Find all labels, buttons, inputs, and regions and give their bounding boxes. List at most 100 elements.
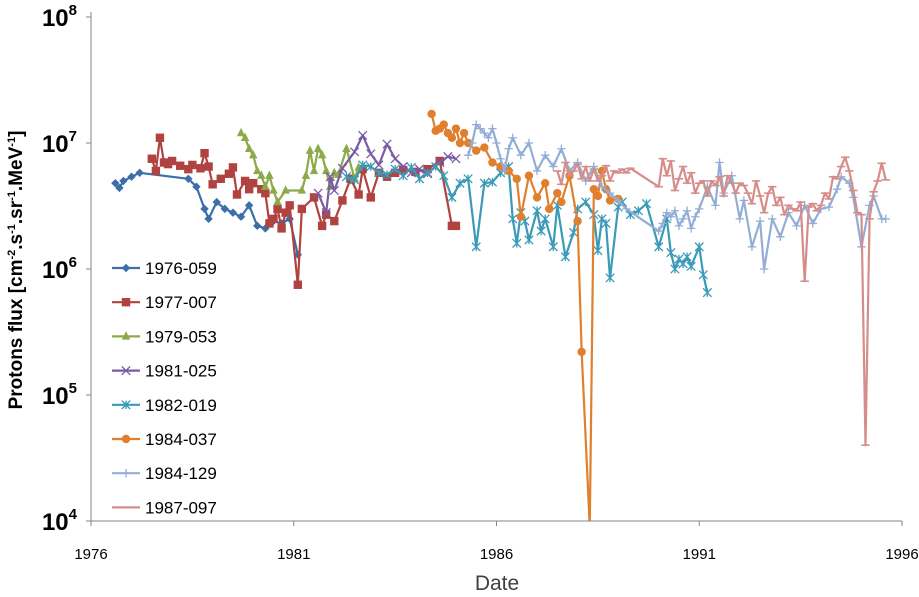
data-point — [597, 182, 607, 191]
data-point — [249, 178, 258, 188]
y-ticks: 104 105 106 107 108 — [42, 2, 91, 536]
data-point — [577, 347, 586, 357]
y-tick-label: 106 — [42, 254, 77, 284]
data-point — [605, 273, 615, 283]
legend-label: 1979-053 — [145, 327, 217, 346]
data-point — [431, 161, 441, 172]
series-1984-037 — [427, 109, 623, 521]
data-point — [484, 133, 493, 142]
data-point — [747, 242, 757, 252]
data-point — [715, 158, 724, 167]
data-point — [735, 214, 744, 224]
data-point — [524, 171, 534, 180]
data-point — [188, 160, 197, 170]
data-point — [678, 214, 688, 224]
legend-entry: 1987-097 — [112, 498, 217, 517]
data-point — [439, 171, 449, 181]
data-point — [192, 182, 201, 191]
legend-entry: 1984-037 — [112, 430, 217, 449]
data-point — [135, 168, 144, 178]
data-point — [467, 138, 477, 148]
data-point — [768, 214, 777, 224]
data-point — [532, 206, 542, 216]
data-point — [686, 224, 696, 233]
data-point — [366, 161, 376, 172]
data-point — [589, 184, 599, 194]
data-point — [447, 192, 457, 203]
data-point — [358, 160, 368, 170]
data-point — [366, 193, 375, 202]
data-point — [682, 252, 692, 262]
data-point — [581, 197, 591, 207]
data-point — [261, 181, 270, 190]
data-point — [488, 124, 497, 133]
data-point — [111, 178, 120, 188]
data-point — [244, 143, 254, 152]
legend-entry: 1984-129 — [112, 464, 217, 483]
data-point — [127, 172, 136, 181]
data-point — [358, 130, 368, 141]
data-point — [702, 287, 713, 298]
data-point — [390, 154, 400, 164]
x-tick-label: 1996 — [885, 546, 918, 563]
data-point — [325, 172, 335, 182]
data-point — [216, 174, 225, 183]
data-point — [121, 298, 131, 307]
legend-entry: 1977-007 — [112, 293, 217, 312]
data-point — [354, 190, 363, 199]
data-point — [293, 280, 303, 289]
data-point — [151, 166, 161, 176]
data-point — [212, 197, 221, 207]
data-point — [792, 221, 801, 231]
data-point — [487, 177, 498, 187]
data-point — [338, 196, 347, 205]
data-point — [147, 154, 157, 163]
data-point — [881, 214, 890, 224]
data-point — [200, 148, 209, 158]
data-point — [711, 201, 720, 210]
data-point — [265, 219, 274, 228]
data-point — [261, 188, 270, 198]
data-point — [455, 178, 465, 188]
data-point — [557, 197, 566, 207]
data-point — [698, 270, 708, 280]
data-point — [115, 183, 124, 193]
data-point — [439, 120, 448, 129]
data-point — [414, 164, 425, 174]
data-point — [313, 143, 323, 152]
series-line — [467, 123, 886, 271]
data-point — [548, 242, 558, 252]
data-point — [253, 165, 262, 175]
data-point — [480, 143, 489, 152]
x-axis-title: Date — [475, 572, 519, 595]
y-tick-label: 107 — [42, 128, 77, 158]
data-point — [532, 166, 542, 176]
data-point — [471, 242, 481, 252]
data-point — [321, 165, 331, 175]
data-point — [277, 224, 286, 233]
data-point — [427, 109, 436, 119]
data-point — [601, 218, 611, 229]
data-point — [553, 188, 562, 198]
data-point — [540, 178, 550, 188]
data-point — [488, 158, 497, 167]
series-layer — [111, 109, 890, 521]
legend-entry: 1981-025 — [112, 362, 217, 381]
data-point — [605, 188, 615, 198]
data-point — [309, 165, 319, 175]
data-point — [121, 263, 131, 273]
data-point — [200, 204, 209, 214]
data-point — [560, 252, 571, 262]
data-point — [479, 178, 489, 188]
legend: 1976-059 1977-007 1979-053 1981-025 1982-019… — [112, 259, 217, 517]
data-point — [317, 221, 327, 231]
data-point — [317, 150, 327, 159]
legend-label: 1977-007 — [145, 293, 217, 312]
data-point — [224, 169, 234, 178]
data-point — [662, 208, 672, 217]
data-point — [232, 190, 242, 199]
data-point — [273, 196, 282, 206]
data-point — [236, 212, 246, 221]
data-point — [167, 156, 177, 166]
